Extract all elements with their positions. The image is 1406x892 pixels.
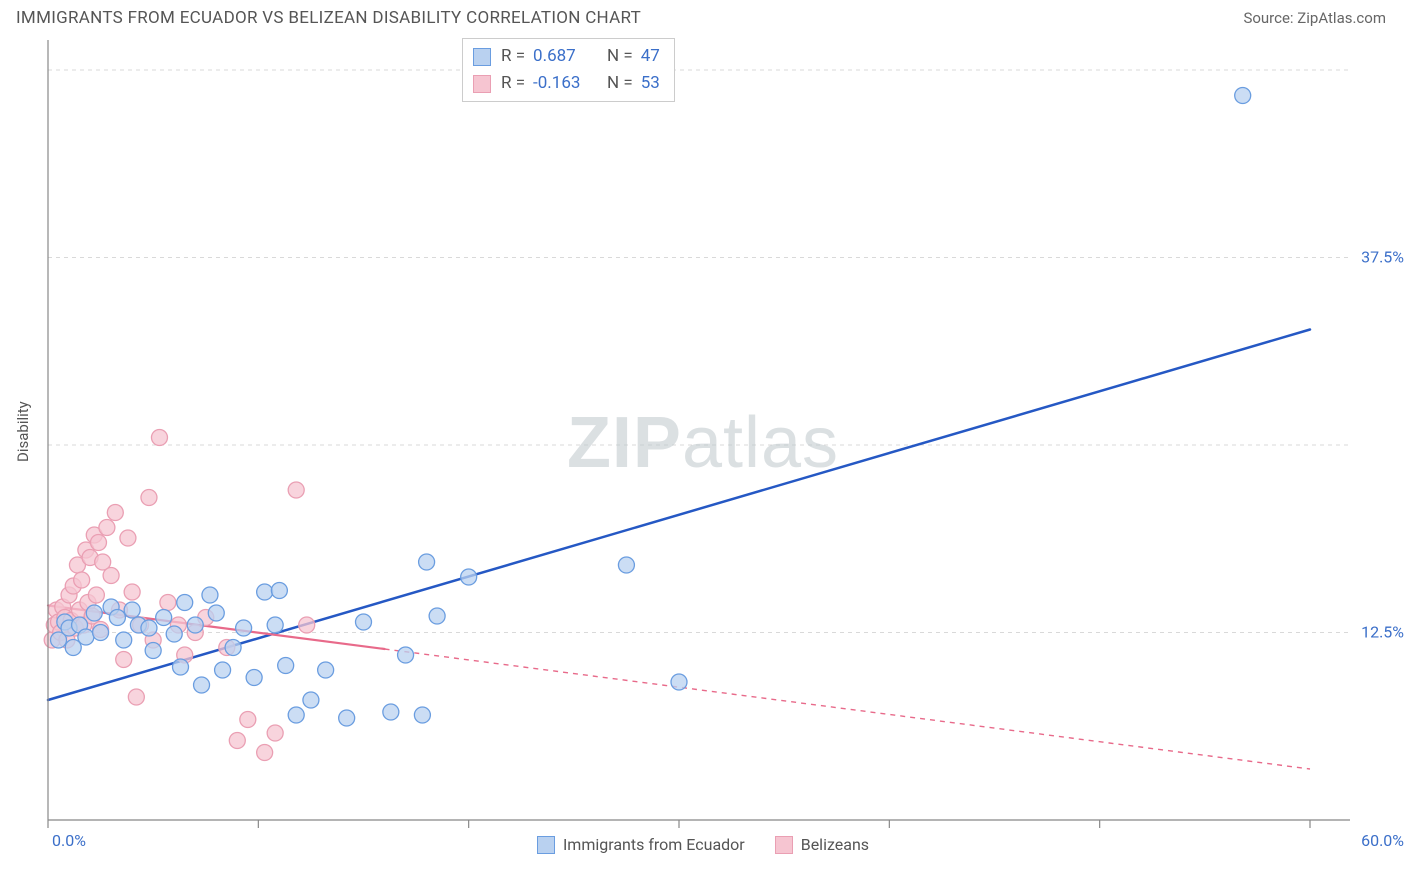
series-legend: Immigrants from Ecuador Belizeans: [0, 835, 1406, 854]
chart-source: Source: ZipAtlas.com: [1243, 9, 1386, 27]
legend-row-belizeans: R =-0.163N =53: [473, 70, 660, 97]
point-ecuador: [116, 632, 132, 648]
point-belizeans: [90, 535, 106, 551]
point-ecuador: [461, 569, 477, 585]
point-ecuador: [194, 677, 210, 693]
point-belizeans: [240, 712, 256, 728]
point-ecuador: [288, 707, 304, 723]
point-ecuador: [215, 662, 231, 678]
point-ecuador: [141, 620, 157, 636]
point-ecuador: [339, 710, 355, 726]
point-belizeans: [267, 725, 283, 741]
point-ecuador: [429, 608, 445, 624]
point-ecuador: [109, 610, 125, 626]
trend-line-dashed-belizeans: [385, 649, 1310, 769]
point-ecuador: [173, 659, 189, 675]
point-ecuador: [208, 605, 224, 621]
point-belizeans: [124, 584, 140, 600]
point-belizeans: [229, 733, 245, 749]
scatter-chart: 12.5%37.5%0.0%60.0%: [0, 32, 1406, 852]
point-ecuador: [303, 692, 319, 708]
point-belizeans: [257, 745, 273, 761]
point-ecuador: [145, 643, 161, 659]
point-ecuador: [236, 620, 252, 636]
point-ecuador: [225, 640, 241, 656]
point-ecuador: [166, 626, 182, 642]
point-ecuador: [257, 584, 273, 600]
legend-label: Immigrants from Ecuador: [563, 835, 745, 854]
legend-swatch: [537, 836, 555, 854]
correlation-legend: R =0.687N =47R =-0.163N =53: [462, 38, 675, 102]
legend-swatch: [473, 75, 491, 93]
legend-item-ecuador: Immigrants from Ecuador: [537, 835, 745, 854]
point-ecuador: [618, 557, 634, 573]
point-belizeans: [160, 595, 176, 611]
legend-item-belizeans: Belizeans: [775, 835, 869, 854]
point-ecuador: [671, 674, 687, 690]
point-belizeans: [151, 430, 167, 446]
point-ecuador: [156, 610, 172, 626]
point-ecuador: [246, 670, 262, 686]
point-ecuador: [414, 707, 430, 723]
point-ecuador: [271, 583, 287, 599]
chart-container: Disability ZIPatlas 12.5%37.5%0.0%60.0% …: [0, 32, 1406, 852]
legend-label: Belizeans: [801, 835, 869, 854]
source-link[interactable]: ZipAtlas.com: [1297, 9, 1386, 27]
point-ecuador: [86, 605, 102, 621]
y-tick-label: 12.5%: [1361, 623, 1404, 642]
point-belizeans: [128, 689, 144, 705]
point-belizeans: [99, 520, 115, 536]
point-belizeans: [141, 490, 157, 506]
point-belizeans: [107, 505, 123, 521]
point-ecuador: [278, 658, 294, 674]
point-ecuador: [202, 587, 218, 603]
point-belizeans: [74, 572, 90, 588]
legend-row-ecuador: R =0.687N =47: [473, 43, 660, 70]
point-belizeans: [116, 652, 132, 668]
point-ecuador: [177, 595, 193, 611]
point-belizeans: [288, 482, 304, 498]
point-belizeans: [120, 530, 136, 546]
point-belizeans: [103, 568, 119, 584]
point-ecuador: [187, 617, 203, 633]
legend-swatch: [775, 836, 793, 854]
point-ecuador: [419, 554, 435, 570]
point-ecuador: [93, 625, 109, 641]
point-ecuador: [124, 602, 140, 618]
point-ecuador: [383, 704, 399, 720]
point-ecuador: [1235, 88, 1251, 104]
point-ecuador: [318, 662, 334, 678]
point-ecuador: [78, 629, 94, 645]
point-belizeans: [88, 587, 104, 603]
legend-swatch: [473, 48, 491, 66]
point-ecuador: [267, 617, 283, 633]
point-ecuador: [398, 647, 414, 663]
chart-title: IMMIGRANTS FROM ECUADOR VS BELIZEAN DISA…: [16, 8, 641, 28]
y-axis-title: Disability: [14, 401, 32, 462]
chart-header: IMMIGRANTS FROM ECUADOR VS BELIZEAN DISA…: [0, 0, 1406, 32]
point-ecuador: [356, 614, 372, 630]
y-tick-label: 37.5%: [1361, 248, 1404, 267]
point-belizeans: [299, 617, 315, 633]
